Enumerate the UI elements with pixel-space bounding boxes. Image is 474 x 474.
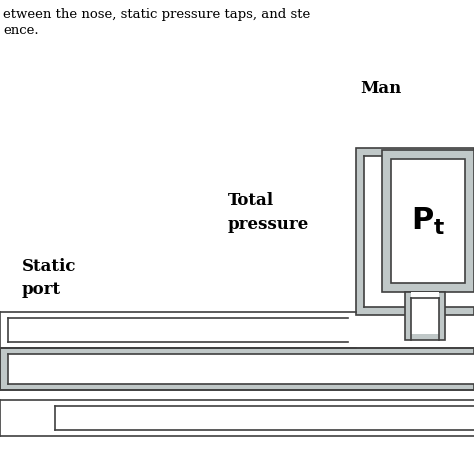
Text: ence.: ence.: [3, 24, 38, 37]
Text: Man: Man: [360, 80, 401, 97]
Bar: [8, 354, 474, 384]
Bar: [364, 156, 474, 307]
Bar: [411, 292, 439, 334]
Bar: [0, 348, 474, 390]
Bar: [382, 150, 474, 292]
Bar: [391, 159, 465, 283]
Text: Static
port: Static port: [22, 258, 76, 299]
Bar: [356, 148, 474, 315]
Text: etween the nose, static pressure taps, and ste: etween the nose, static pressure taps, a…: [3, 8, 310, 21]
Bar: [405, 292, 445, 340]
Text: Total
pressure: Total pressure: [228, 192, 309, 233]
Text: $\mathbf{P}_\mathbf{t}$: $\mathbf{P}_\mathbf{t}$: [411, 205, 445, 237]
